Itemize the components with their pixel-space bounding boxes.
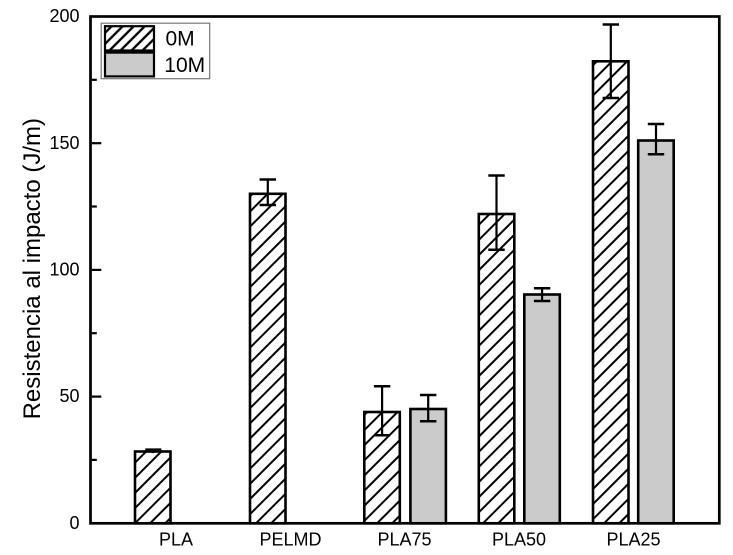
- svg-text:0: 0: [69, 513, 79, 533]
- svg-text:100: 100: [49, 260, 79, 280]
- svg-text:PLA50: PLA50: [492, 529, 546, 549]
- svg-text:Resistencia al impacto (J/m): Resistencia al impacto (J/m): [19, 118, 46, 419]
- svg-text:PLA: PLA: [159, 529, 193, 549]
- svg-text:PLA25: PLA25: [606, 529, 660, 549]
- svg-text:PLA75: PLA75: [377, 529, 431, 549]
- svg-text:0M: 0M: [166, 28, 195, 51]
- svg-text:PELMD: PELMD: [259, 529, 321, 549]
- svg-text:150: 150: [49, 133, 79, 153]
- svg-text:50: 50: [59, 386, 79, 406]
- svg-text:10M: 10M: [164, 54, 205, 77]
- svg-text:200: 200: [49, 6, 79, 26]
